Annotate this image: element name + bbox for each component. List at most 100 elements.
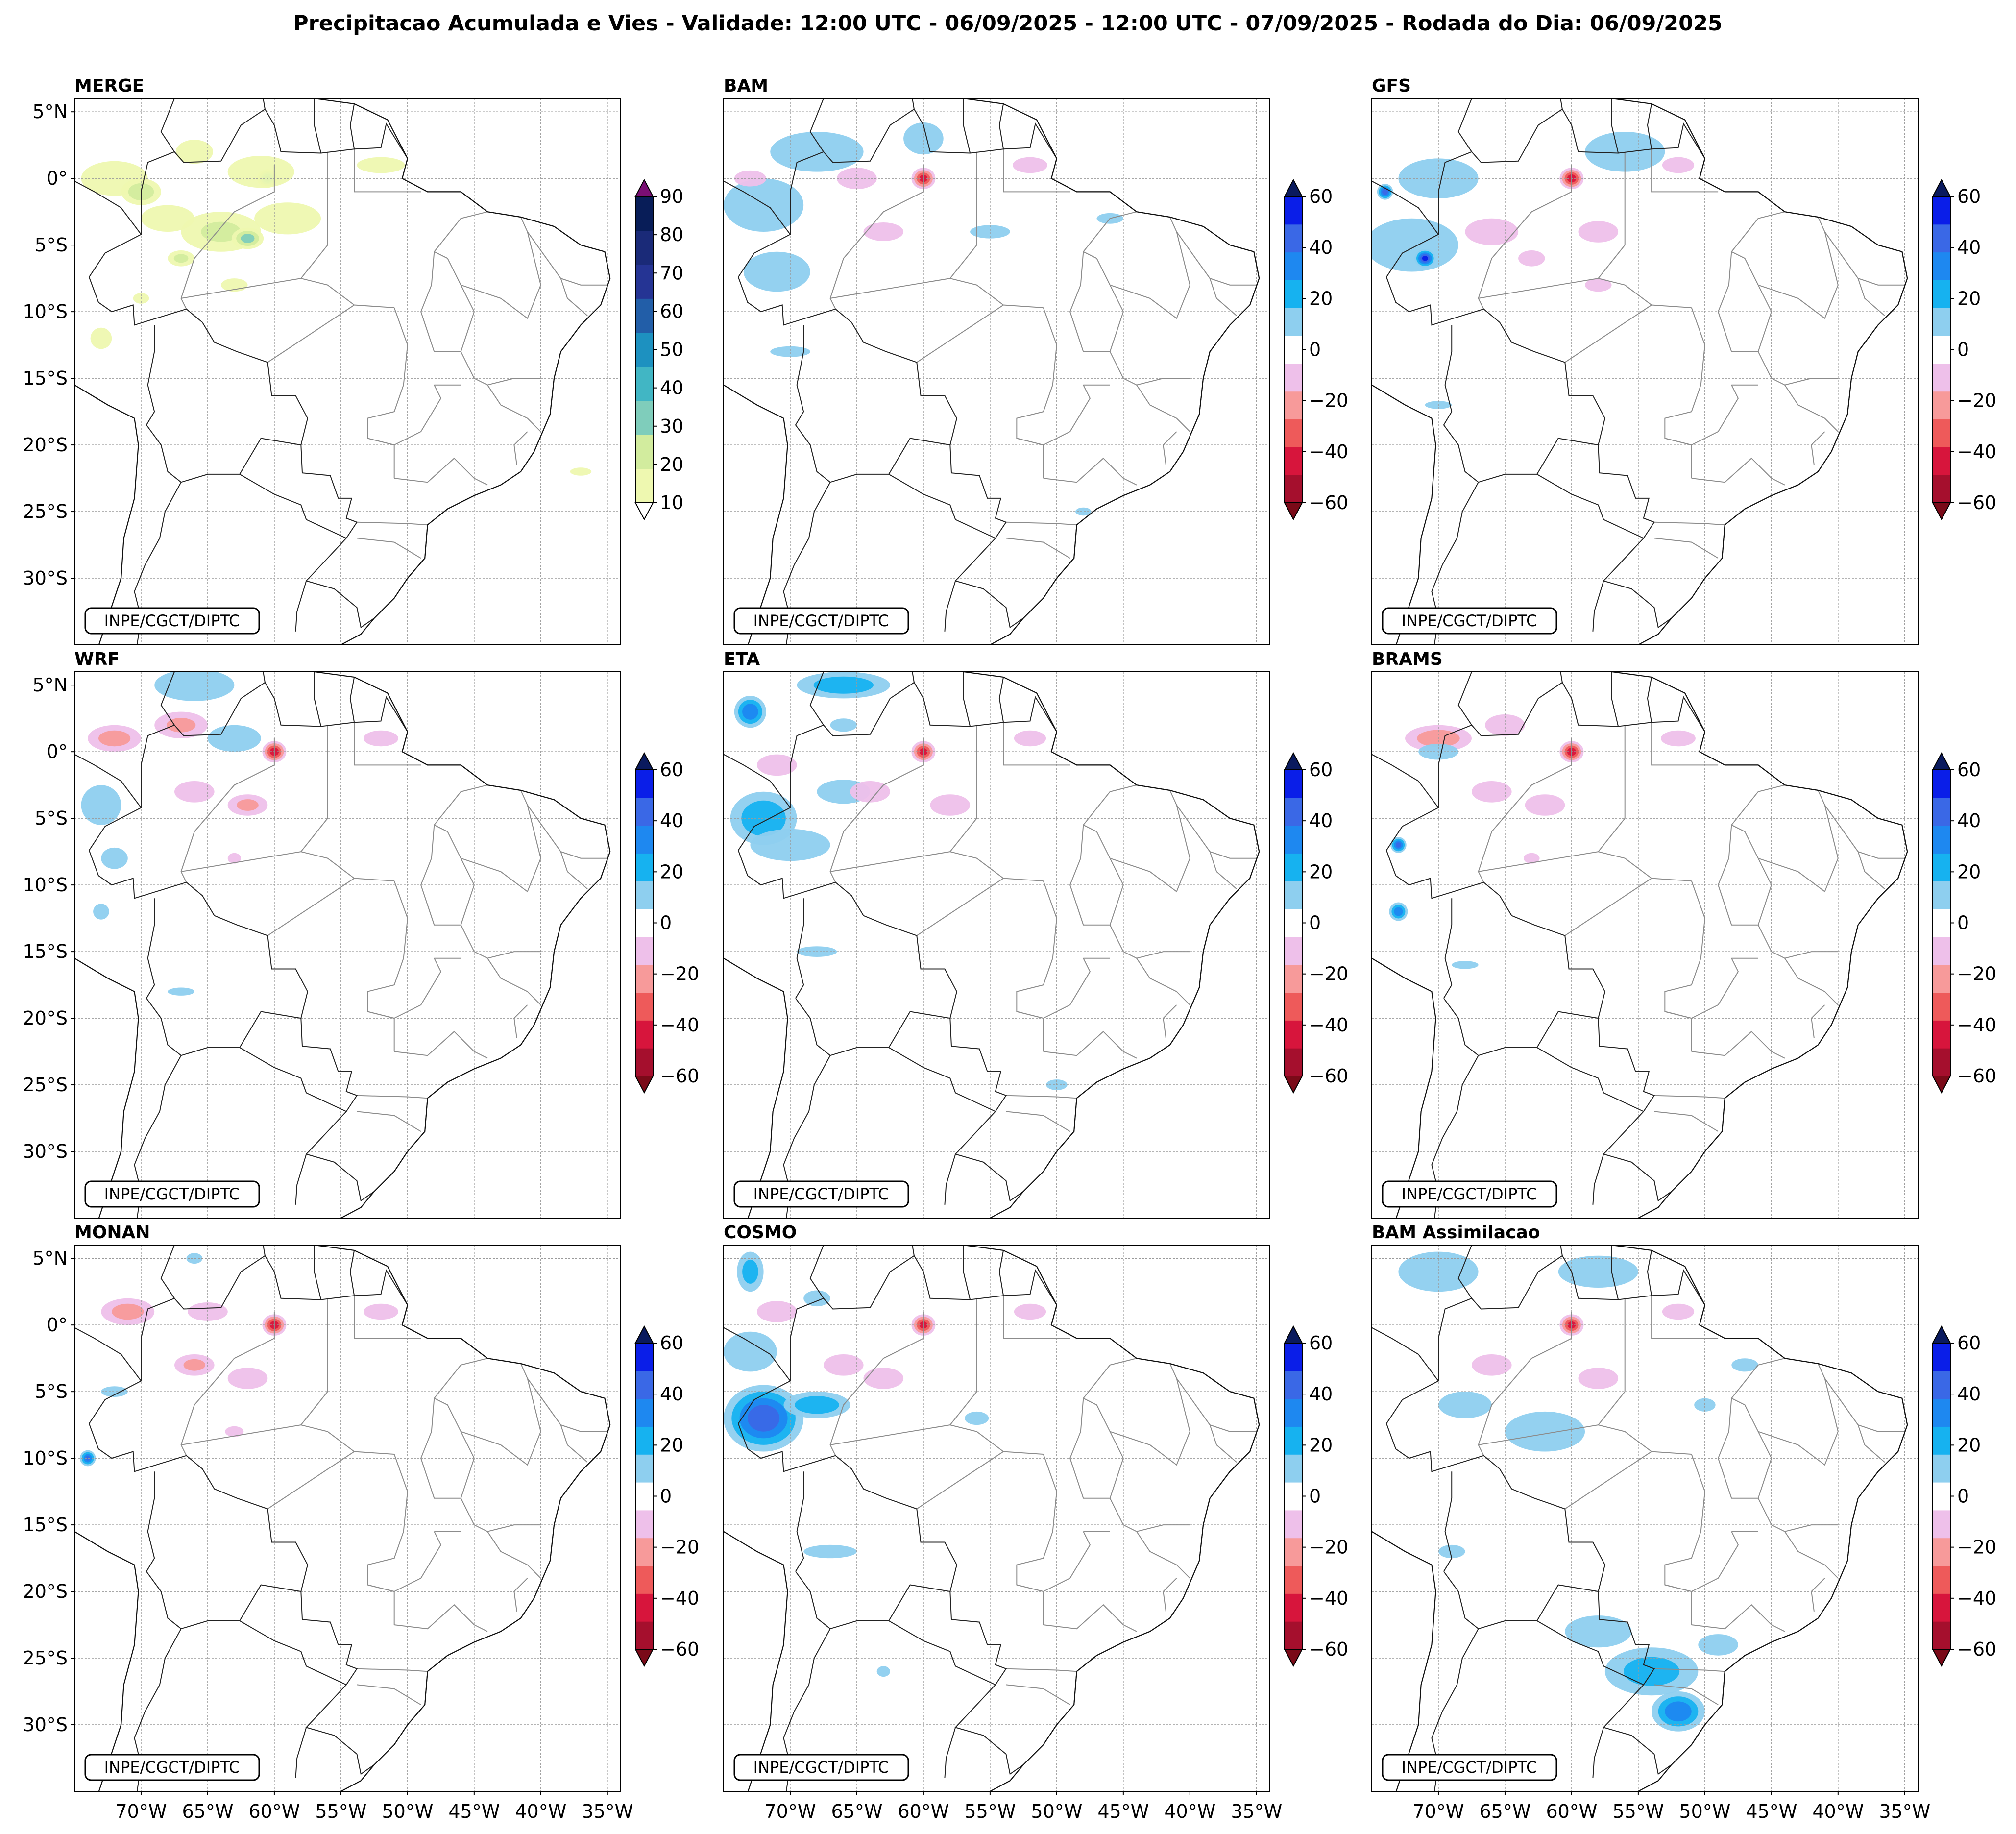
colorbar-tick-label: 60 xyxy=(1957,186,1981,207)
lat-tick-label: 5°S xyxy=(35,234,68,256)
data-blob xyxy=(101,847,128,869)
state-border xyxy=(1043,457,1137,486)
lon-tick-label: 45°W xyxy=(448,1801,500,1822)
colorbar-segment xyxy=(1285,992,1302,1021)
data-blob xyxy=(737,1251,764,1292)
credit-text: INPE/CGCT/DIPTC xyxy=(1402,1185,1537,1203)
state-border xyxy=(1811,1578,1825,1612)
credit-box: INPE/CGCT/DIPTC xyxy=(1382,1180,1557,1208)
state-border xyxy=(1136,958,1190,1005)
data-blob xyxy=(830,718,857,732)
colorbar-bias: 60 40 20 0 −20 −40 −60 xyxy=(1284,752,1348,1094)
data-contour xyxy=(207,725,261,752)
data-contour xyxy=(795,1396,839,1414)
country-border xyxy=(349,1250,355,1296)
data-contour xyxy=(1698,1634,1738,1656)
panel-grid: MERGE INPE/CGCT/DIPTC 5°N 0° 5°S 10°S 15°S 20°S… xyxy=(23,76,1997,1822)
data-blob xyxy=(1652,1691,1705,1732)
panel-title: BAM xyxy=(724,76,768,96)
state-border xyxy=(460,925,541,959)
lat-tick-label: 20°S xyxy=(23,1007,68,1029)
country-border xyxy=(1372,1327,1439,1381)
colorbar-tick-label: −60 xyxy=(660,1638,699,1660)
state-border xyxy=(394,457,488,486)
colorbar-tick-label: 20 xyxy=(1309,861,1333,882)
colorbar-tick-label: 60 xyxy=(1309,1332,1333,1354)
data-contour xyxy=(186,1253,203,1264)
panel-brams: BRAMS INPE/CGCT/DIPTC 60 40 20 0 −20 −40 −60 xyxy=(1371,649,1996,1219)
colorbar-tick-label: −20 xyxy=(1957,1537,1996,1558)
data-contour xyxy=(930,794,971,816)
country-border xyxy=(160,672,175,726)
colorbar-tick-label: 0 xyxy=(660,912,672,934)
data-contour xyxy=(173,254,189,263)
colorbar-segment xyxy=(635,435,653,469)
colorbar-tick-label: 20 xyxy=(1957,288,1981,309)
state-border xyxy=(949,725,977,852)
country-border xyxy=(1443,1571,1599,1630)
colorbar-segment xyxy=(1933,1482,1950,1511)
state-border xyxy=(1731,1358,1785,1399)
panel-title: ETA xyxy=(724,649,760,669)
state-border xyxy=(1003,722,1070,766)
colorbar-segment xyxy=(1285,1593,1302,1622)
colorbar-tick-label: −60 xyxy=(1957,1638,1996,1660)
colorbar-segment xyxy=(1933,391,1950,420)
colorbar-segment xyxy=(635,1398,653,1427)
state-border xyxy=(461,1363,541,1466)
colorbar-segment xyxy=(635,936,653,965)
data-blob xyxy=(207,725,261,752)
colorbar-tick-label: −40 xyxy=(660,1588,699,1609)
state-border xyxy=(1857,851,1885,890)
map-background xyxy=(724,1245,1270,1791)
state-border xyxy=(560,278,588,317)
state-border xyxy=(1083,211,1137,252)
colorbar-segment xyxy=(1285,308,1302,336)
state-border xyxy=(1811,1004,1825,1039)
state-border xyxy=(1003,149,1070,193)
state-border xyxy=(181,278,394,308)
data-contour xyxy=(824,1354,864,1376)
data-contour xyxy=(1472,781,1512,803)
colorbar-segment xyxy=(1285,853,1302,881)
data-contour xyxy=(724,1331,777,1372)
figure-title: Precipitacao Acumulada e Vies - Validade… xyxy=(293,11,1723,36)
map-frame xyxy=(74,1245,621,1792)
colorbar-tick-label: 0 xyxy=(1309,912,1321,934)
state-border xyxy=(1731,211,1785,252)
data-blob xyxy=(231,227,264,249)
state-border xyxy=(1718,251,1772,352)
state-border xyxy=(487,385,541,432)
lon-tick-label: 55°W xyxy=(964,1801,1016,1822)
data-blob xyxy=(803,1544,857,1559)
state-border xyxy=(1857,1424,1885,1463)
colorbar-segment xyxy=(1285,1020,1302,1049)
state-border xyxy=(1136,385,1190,432)
colorbar-segment xyxy=(1285,475,1302,503)
colorbar-segment xyxy=(1285,1454,1302,1483)
lat-tick-label: 20°S xyxy=(23,1581,68,1602)
data-blob xyxy=(770,132,864,172)
colorbar-segment xyxy=(1285,419,1302,447)
data-contour xyxy=(876,1666,890,1677)
data-blob xyxy=(254,202,321,235)
colorbar-tick-label: 40 xyxy=(1309,1383,1333,1405)
state-border xyxy=(357,1111,421,1132)
colorbar-segment xyxy=(635,1343,653,1371)
credit-frame xyxy=(733,1754,909,1781)
panel-monan: MONAN INPE/CGCT/DIPTC 5°N 0° 5°S 10°S 15°S 20°S… xyxy=(23,1223,700,1822)
state-border xyxy=(1069,1397,1124,1499)
state-border xyxy=(357,1095,428,1099)
credit-text: INPE/CGCT/DIPTC xyxy=(1402,611,1537,630)
data-blob xyxy=(364,730,398,747)
data-contour xyxy=(168,987,194,996)
colorbar-segment xyxy=(1285,909,1302,937)
colorbar-segment xyxy=(1285,1510,1302,1539)
credit-text: INPE/CGCT/DIPTC xyxy=(753,1185,889,1203)
colorbar-tick-label: −60 xyxy=(1957,492,1996,514)
colorbar-segment xyxy=(1285,797,1302,826)
data-contour xyxy=(863,222,904,241)
data-blob xyxy=(168,250,194,267)
data-contour xyxy=(1075,507,1092,516)
state-border xyxy=(394,1604,488,1632)
